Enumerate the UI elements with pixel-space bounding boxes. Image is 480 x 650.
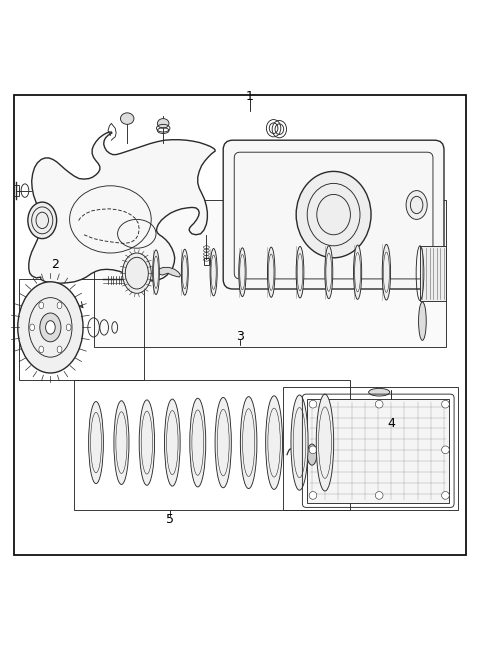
Ellipse shape [157, 118, 169, 128]
Ellipse shape [375, 400, 383, 408]
Ellipse shape [375, 491, 383, 499]
Ellipse shape [18, 282, 83, 373]
Polygon shape [420, 246, 446, 301]
Ellipse shape [325, 246, 333, 298]
Ellipse shape [316, 394, 334, 491]
Ellipse shape [66, 324, 71, 331]
Text: 5: 5 [167, 513, 174, 526]
Ellipse shape [40, 313, 61, 342]
Ellipse shape [309, 446, 317, 454]
Ellipse shape [309, 400, 317, 408]
Ellipse shape [190, 398, 206, 487]
Ellipse shape [419, 302, 426, 341]
Ellipse shape [181, 249, 188, 295]
Ellipse shape [265, 396, 283, 489]
Ellipse shape [307, 444, 317, 465]
Ellipse shape [57, 302, 62, 309]
Ellipse shape [406, 190, 427, 220]
Ellipse shape [296, 246, 304, 298]
Text: 2: 2 [51, 259, 59, 272]
Polygon shape [29, 132, 215, 283]
Text: 3: 3 [236, 330, 244, 343]
Ellipse shape [153, 250, 159, 294]
Bar [307, 399, 449, 502]
Ellipse shape [239, 248, 246, 296]
Ellipse shape [240, 396, 257, 489]
Ellipse shape [165, 399, 180, 486]
Ellipse shape [296, 172, 371, 258]
Bar [283, 387, 458, 510]
Polygon shape [94, 200, 446, 346]
Ellipse shape [39, 346, 44, 353]
Bar [74, 380, 350, 510]
Ellipse shape [354, 245, 361, 300]
Ellipse shape [89, 402, 103, 484]
Polygon shape [157, 267, 180, 277]
Ellipse shape [382, 244, 391, 300]
Ellipse shape [122, 253, 151, 293]
Ellipse shape [114, 401, 129, 484]
Ellipse shape [210, 248, 217, 296]
Ellipse shape [120, 113, 134, 124]
Ellipse shape [215, 397, 231, 488]
Ellipse shape [30, 324, 35, 331]
Ellipse shape [39, 302, 44, 309]
Text: 4: 4 [387, 417, 395, 430]
Ellipse shape [442, 491, 449, 499]
Ellipse shape [28, 202, 57, 239]
Bar [19, 280, 144, 380]
Ellipse shape [442, 400, 449, 408]
Ellipse shape [291, 395, 308, 490]
Ellipse shape [139, 400, 155, 486]
Ellipse shape [442, 446, 449, 454]
Text: 1: 1 [246, 90, 253, 103]
FancyBboxPatch shape [223, 140, 444, 289]
Ellipse shape [267, 247, 275, 297]
Ellipse shape [46, 320, 55, 334]
Bar [204, 258, 209, 265]
Ellipse shape [300, 444, 310, 465]
Ellipse shape [369, 388, 390, 396]
Bar [13, 185, 19, 196]
Ellipse shape [309, 491, 317, 499]
Ellipse shape [57, 346, 62, 353]
